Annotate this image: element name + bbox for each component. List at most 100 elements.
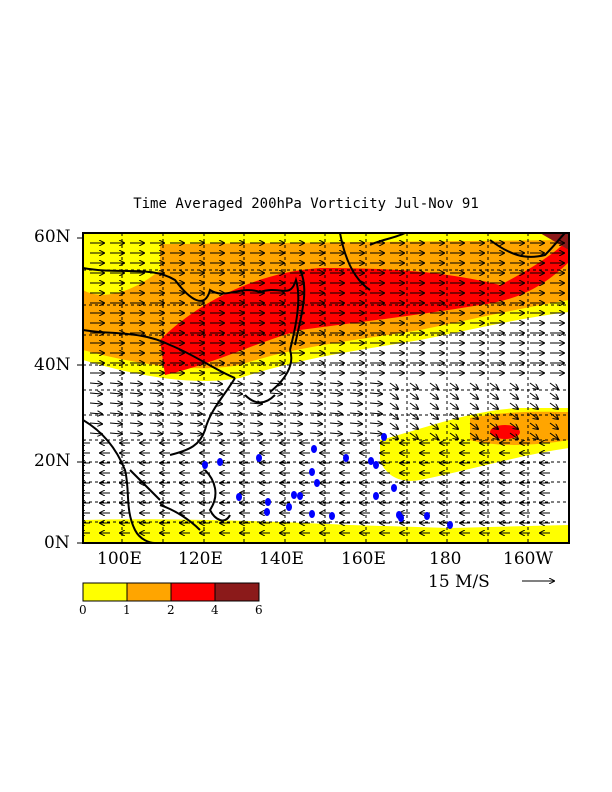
wind-vector [329,413,342,414]
wind-vector [109,433,122,434]
wind-vector [249,403,262,404]
wind-vector [229,433,242,434]
wind-vector [269,433,282,434]
wind-vector [469,392,478,399]
wind-vector [189,393,202,394]
coastlines [83,233,566,543]
wind-vector [349,393,362,394]
wind-vector [349,403,362,404]
wind-vector [149,433,162,434]
colorbar-level-1: 1 [123,603,131,617]
cyclone-marker [309,468,315,476]
wind-vector [349,383,362,384]
wind-vector [489,402,498,409]
wind-vector [129,433,142,434]
wind-vector [189,403,202,404]
wind-vector [169,433,182,434]
wind-vector [429,432,438,439]
wind-vector [229,403,242,404]
wind-vector [209,413,222,414]
colorbar-level-2: 2 [167,603,175,617]
wind-vector [409,402,418,409]
wind-vector [109,413,122,414]
wind-vector [389,392,398,399]
wind-vector [329,403,342,404]
cyclone-marker [373,492,379,500]
wind-vector [429,382,438,389]
cyclone-marker [343,454,349,462]
wind-vector [249,423,262,424]
wind-vector [389,402,398,409]
wind-vector [529,422,538,429]
colorbar [82,582,260,602]
lon-label-180: 180 [429,549,462,569]
wind-vector [149,423,162,424]
wind-vector [89,423,102,424]
wind-vector [369,403,382,404]
wind-vector [549,432,558,439]
cyclone-marker [265,498,271,506]
cyclone-marker [256,454,262,462]
wind-vector [269,393,282,394]
wind-vector [249,413,262,414]
cyclone-marker [424,512,430,520]
wind-vector [309,423,322,424]
wind-vector [429,422,438,429]
wind-vector [229,413,242,414]
map-title: Time Averaged 200hPa Vorticity Jul-Nov 9… [133,196,479,212]
wind-vector [489,432,498,439]
wind-vector [269,423,282,424]
wind-vector [369,433,382,434]
wind-vector [469,382,478,389]
lat-label-0n: 0N [44,533,70,553]
cyclone-marker [314,479,320,487]
wind-vector [289,433,302,434]
wind-vector [489,422,498,429]
wind-vector [349,413,362,414]
wind-vector [129,393,142,394]
lat-label-20n: 20N [34,451,71,471]
wind-vector [509,432,518,439]
wind-vector [509,402,518,409]
lat-label-40n: 40N [34,355,71,375]
wind-vector [449,392,458,399]
wind-vector [369,413,382,414]
cyclone-marker [202,461,208,469]
wind-vector [449,412,458,419]
cyclone-marker [329,512,335,520]
wind-vector [169,383,182,384]
wind-vector [89,383,102,384]
wind-vector [289,413,302,414]
wind-vector [209,423,222,424]
wind-vector [289,403,302,404]
wind-vector [469,422,478,429]
wind-vector [269,403,282,404]
wind-vector [229,383,242,384]
wind-vector [109,423,122,424]
wind-vector [429,392,438,399]
wind-vector [329,383,342,384]
wind-vector [169,403,182,404]
wind-vector [529,412,538,419]
wind-vector [449,422,458,429]
wind-vectors [83,243,564,533]
wind-vector [229,423,242,424]
lat-label-60n: 60N [34,227,71,247]
wind-vector [109,393,122,394]
wind-vector [169,413,182,414]
wind-vector [129,403,142,404]
colorbar-level-4: 4 [211,603,219,617]
lon-label-160w: 160W [503,549,553,569]
wind-vector [309,433,322,434]
wind-vector [409,432,418,439]
cyclone-marker [286,503,292,511]
wind-vector [349,423,362,424]
wind-vector [269,383,282,384]
wind-vector [109,403,122,404]
wind-vector [489,382,498,389]
wind-vector [409,412,418,419]
wind-vector [449,432,458,439]
wind-vector [209,433,222,434]
wind-vector [209,383,222,384]
wind-vector [249,433,262,434]
